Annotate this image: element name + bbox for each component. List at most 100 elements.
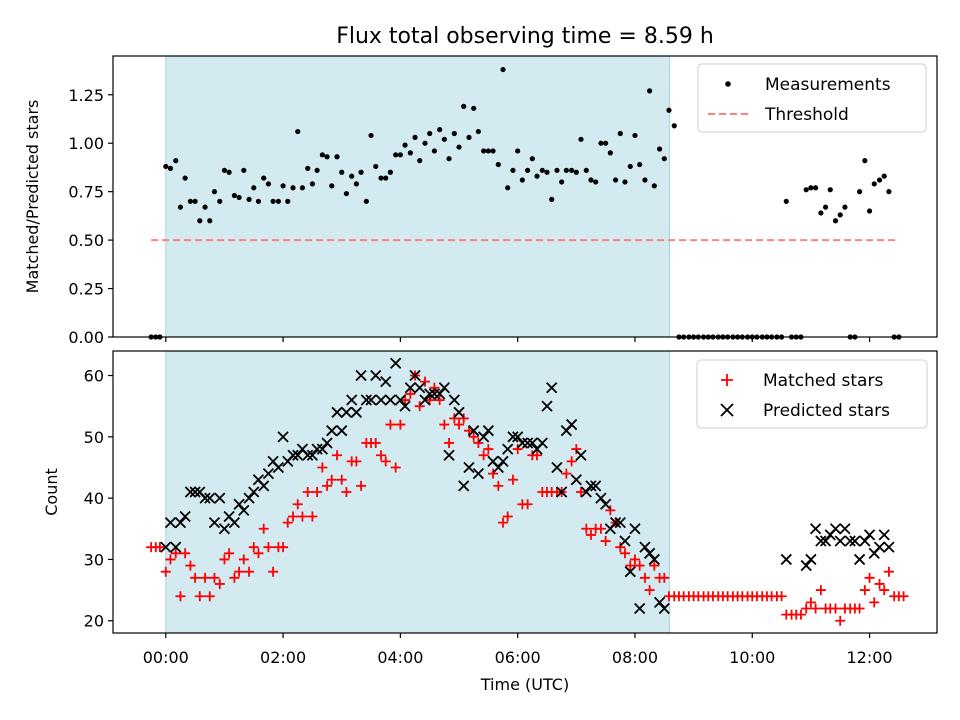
matched-star-point [302,487,313,497]
matched-star-point [512,444,523,455]
predicted-star-point [243,492,255,504]
predicted-star-point [443,449,455,461]
predicted-star-point [541,400,553,412]
matched-star-point [248,542,259,553]
matched-star-point [454,419,465,430]
matched-star-point [414,401,425,412]
predicted-star-point [522,437,534,449]
predicted-star-point [218,523,231,535]
matched-star-point [390,462,401,473]
legend-marker-measurements [725,81,731,87]
matched-star-point [209,572,220,583]
matched-star-point [312,487,323,497]
measurement-point [412,134,418,140]
predicted-star-point [355,369,367,382]
measurement-point [285,198,291,204]
x-axis-ticks [165,337,871,342]
measurement-point [295,128,301,135]
matched-star-point [380,456,391,467]
predicted-star-point [272,461,285,474]
predicted-star-point [204,492,216,504]
predicted-star-point [507,431,519,443]
matched-star-point [854,603,865,614]
y-tick-label: 40 [84,489,104,508]
predicted-star-point [390,357,402,369]
matched-star-point [869,597,880,608]
measurement-point [329,183,335,189]
measurement-point [324,154,330,160]
matched-star-point [170,548,181,559]
measurement-point [343,190,350,197]
matched-star-point [204,591,215,602]
matched-star-point [619,548,630,559]
measurement-point [456,144,462,150]
measurement-point [544,169,550,175]
measurement-point [275,198,281,204]
matched-star-point [214,578,225,589]
matched-star-point [282,517,293,528]
measurement-point [167,165,174,171]
matched-star-point [400,395,411,406]
measurement-point [402,142,408,148]
predicted-star-point [394,394,407,406]
measurement-point [383,175,389,181]
predicted-star-point [399,400,411,412]
predicted-star-point [829,523,842,535]
matched-star-point [576,487,587,497]
measurement-point [265,181,272,187]
legend-marker-matched [721,374,733,386]
measurement-point [471,105,477,111]
predicted-star-point [306,449,319,461]
predicted-star-point [262,467,275,480]
measurement-point [505,185,511,191]
matched-star-point [297,511,308,522]
predicted-star-point [448,394,460,406]
measurement-point [559,179,565,185]
measurement-point [466,134,472,140]
predicted-star-point [585,480,597,492]
predicted-star-point [428,388,441,400]
matched-star-point [532,450,543,461]
predicted-star-point [214,492,226,504]
predicted-star-point [463,461,475,474]
matched-star-point [160,566,171,577]
measurement-point [617,130,623,137]
measurement-point [202,204,208,210]
measurement-point [647,88,653,94]
predicted-star-point [883,541,895,553]
matched-star-point [883,566,894,577]
predicted-star-point [570,474,582,486]
predicted-star-point [580,486,592,498]
matched-star-point [356,480,367,491]
measurement-point [525,167,531,173]
matched-stars-points [146,370,909,626]
measurement-point [427,130,433,137]
predicted-star-point [292,449,304,461]
x-axis-label: Time (UTC) [480,675,569,694]
predicted-star-point [526,437,538,449]
measurement-point [339,169,345,175]
measurement-point [417,158,423,164]
predicted-star-point [497,455,509,467]
predicted-star-point [849,535,861,547]
predicted-star-point [365,394,377,406]
predicted-star-point [160,541,172,553]
matched-star-point [429,382,440,393]
predicted-star-point [512,431,524,443]
measurement-point [309,181,316,187]
measurement-point [651,183,657,189]
axes-frame [112,350,938,634]
predicted-star-point [536,437,548,449]
predicted-star-point [199,492,211,504]
predicted-star-point [380,376,392,388]
matched-star-point [615,542,626,553]
measurement-point [832,218,839,224]
matched-star-point [874,578,885,589]
predicted-star-point [350,406,363,418]
predicted-star-point [482,425,494,437]
measurement-point [197,218,203,224]
matched-star-point [488,468,499,479]
matched-star-point [473,437,484,448]
y-tick-label: 30 [84,550,104,569]
y-axis-label: Matched/Predicted stars [23,100,42,294]
